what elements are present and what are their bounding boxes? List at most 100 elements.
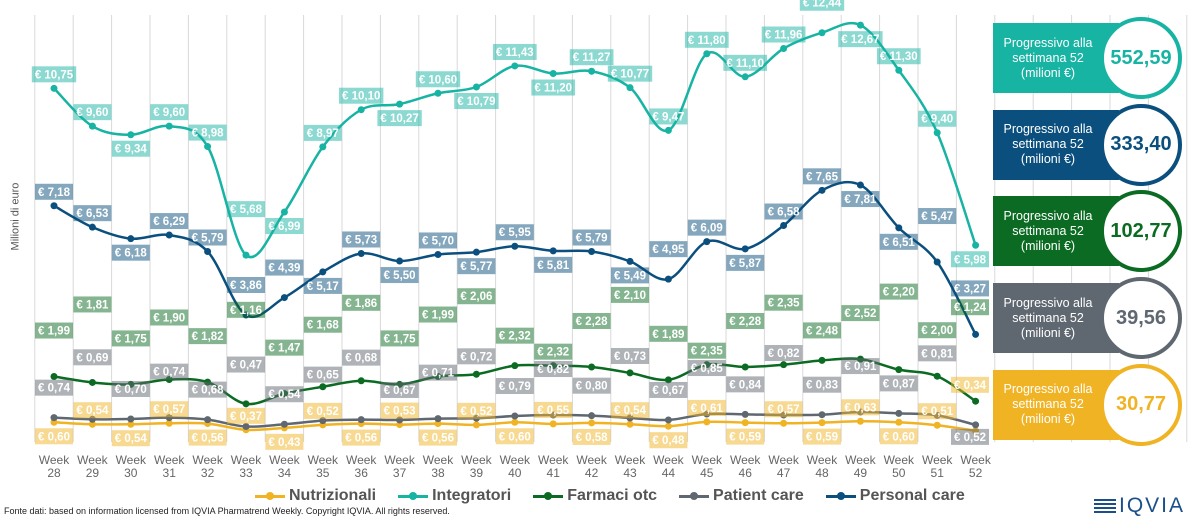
data-label: € 1,47	[265, 339, 304, 356]
x-tick-word: Week	[154, 453, 185, 467]
data-label: € 3,86	[227, 277, 265, 294]
data-label: € 7,81	[841, 191, 880, 208]
data-label: € 0,54	[73, 402, 112, 419]
summary-card-label: Progressivo alla settimana 52 (milioni €…	[1003, 208, 1093, 253]
data-label-bg	[111, 140, 150, 157]
data-point	[50, 373, 58, 381]
summary-card: Progressivo alla settimana 52 (milioni €…	[993, 283, 1119, 354]
data-label-bg	[951, 428, 989, 445]
data-label-bg	[495, 327, 534, 344]
data-point	[511, 412, 519, 420]
data-point	[88, 122, 96, 130]
x-tick-label: Week 46	[730, 453, 761, 480]
x-tick-label: Week 47	[768, 453, 799, 480]
data-label: € 9,47	[649, 108, 688, 125]
data-label-bg	[342, 294, 381, 311]
data-label-bg	[227, 201, 265, 218]
data-label-text: € 3,27	[954, 283, 986, 295]
x-tick-label: Week 42	[576, 453, 607, 480]
data-label-text: € 0,59	[806, 432, 838, 444]
data-label-bg	[495, 428, 534, 445]
data-label: € 0,71	[419, 364, 457, 381]
legend: Nutrizionali Integratori Farmaci otc Patien…	[255, 487, 965, 505]
legend-label: Personal care	[859, 487, 965, 504]
data-label-bg	[803, 168, 841, 185]
data-label-text: € 0,67	[384, 385, 416, 397]
data-label-text: € 0,54	[614, 405, 647, 417]
data-label-bg	[951, 376, 989, 393]
data-label: € 0,60	[879, 428, 918, 445]
data-label-bg	[35, 428, 73, 445]
data-label-bg	[534, 343, 573, 360]
data-label-text: € 0,43	[268, 437, 300, 449]
x-tick-word: Week	[960, 453, 991, 467]
data-label-text: € 11,80	[688, 35, 726, 47]
data-label-bg	[457, 258, 496, 275]
data-point	[895, 66, 903, 74]
data-label-bg	[73, 402, 112, 419]
iqvia-logo: IQVIA	[1094, 494, 1185, 518]
data-label-text: € 11,10	[726, 58, 764, 70]
x-tick-label: Week 43	[615, 453, 646, 480]
data-label-bg	[227, 356, 265, 373]
data-label-bg	[764, 203, 803, 220]
x-tick-number: 29	[86, 466, 100, 480]
data-point	[741, 73, 749, 81]
data-label-text: € 2,10	[614, 290, 646, 302]
data-label-text: € 0,91	[844, 361, 877, 373]
x-tick-label: Week 36	[346, 453, 377, 480]
data-label-text: € 1,24	[954, 302, 987, 314]
data-label-text: € 0,70	[115, 384, 147, 396]
data-label-text: € 0,51	[921, 406, 954, 418]
data-point	[972, 397, 980, 405]
data-label-bg	[188, 229, 227, 246]
data-point	[319, 268, 327, 276]
data-label-text: € 10,10	[342, 91, 380, 103]
data-point	[703, 50, 711, 58]
data-label: € 9,34	[111, 140, 150, 157]
data-label: € 0,74	[35, 379, 73, 396]
summary-card: Progressivo alla settimana 52 (milioni €…	[993, 369, 1119, 440]
data-label-text: € 0,52	[954, 432, 986, 444]
data-label: € 0,43	[265, 433, 304, 450]
data-label: € 0,59	[726, 428, 765, 445]
data-label-bg	[918, 403, 957, 420]
data-label: € 1,81	[73, 296, 112, 313]
data-point	[856, 181, 864, 189]
data-label-bg	[188, 124, 227, 141]
data-label: € 5,17	[303, 277, 342, 294]
x-tick-number: 39	[470, 466, 484, 480]
data-label-text: € 0,57	[768, 404, 800, 416]
data-label-bg	[918, 110, 957, 127]
data-point	[664, 126, 672, 134]
data-label-text: € 0,65	[307, 370, 340, 382]
data-point	[626, 369, 634, 377]
data-label: € 0,57	[764, 401, 803, 418]
data-label-bg	[73, 205, 112, 222]
data-label: € 5,95	[495, 224, 534, 241]
x-tick-word: Week	[461, 453, 492, 467]
data-label-text: € 1,81	[76, 299, 109, 311]
x-tick-word: Week	[231, 453, 262, 467]
data-label-bg	[876, 48, 921, 65]
data-label-text: € 6,09	[691, 223, 723, 235]
data-label: € 0,82	[534, 361, 573, 378]
data-point	[972, 241, 980, 249]
data-label: € 2,48	[803, 322, 841, 339]
data-point	[895, 366, 903, 374]
data-label-text: € 10,79	[457, 96, 495, 108]
data-point	[933, 129, 941, 137]
x-tick-word: Week	[730, 453, 761, 467]
data-label-bg	[841, 358, 880, 375]
data-label: € 7,18	[35, 183, 73, 200]
data-label: € 5,50	[380, 267, 419, 284]
data-label-bg	[419, 232, 457, 249]
legend-label: Farmaci otc	[567, 487, 658, 504]
data-label: € 0,60	[35, 428, 73, 445]
x-tick-word: Week	[807, 453, 838, 467]
data-label-bg	[188, 429, 227, 446]
x-tick-number: 48	[815, 466, 829, 480]
data-label: € 1,16	[227, 301, 265, 318]
data-label-text: € 0,73	[614, 351, 646, 363]
data-point	[511, 62, 519, 70]
